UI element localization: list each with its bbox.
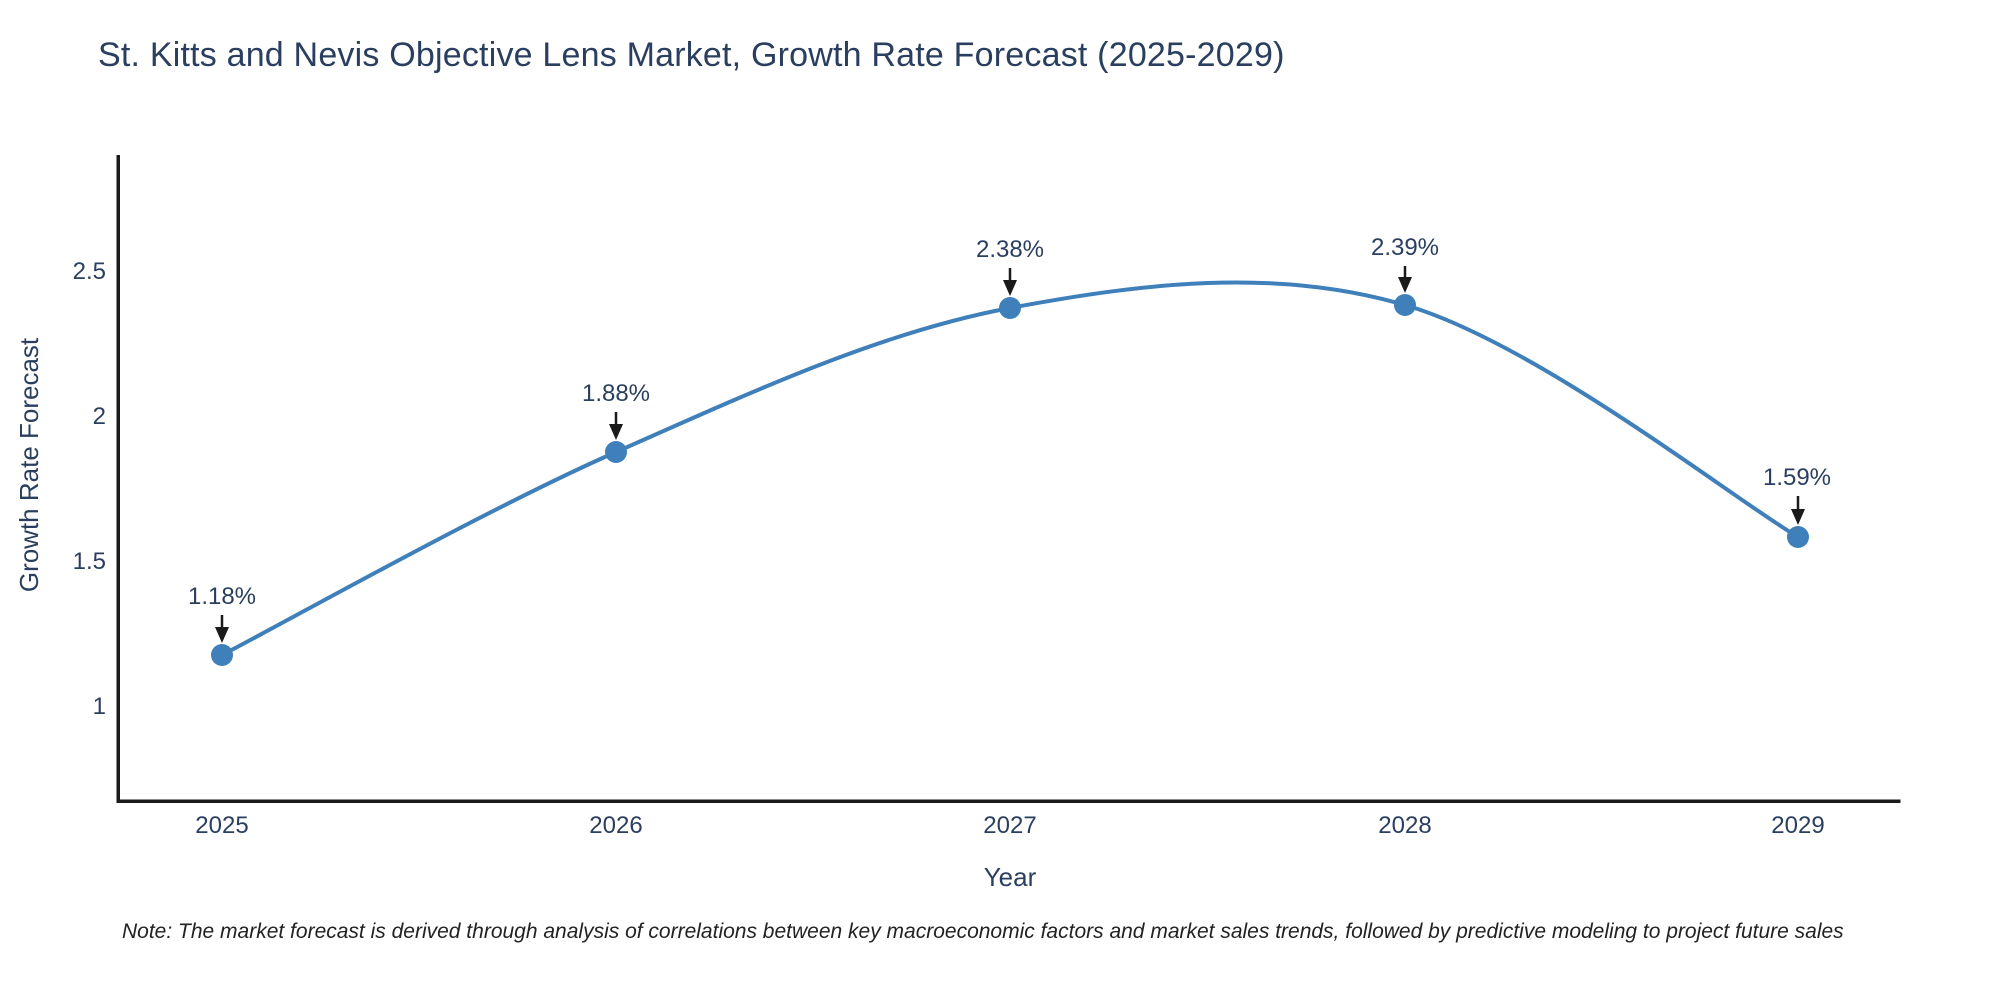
y-tick-label-2-5: 2.5 xyxy=(72,258,106,285)
annotation-arrow-2028 xyxy=(1398,266,1412,293)
annotation-arrow-2027 xyxy=(1003,268,1017,296)
x-tick-label-2029: 2029 xyxy=(1771,812,1825,839)
x-axis-line xyxy=(116,799,1901,803)
y-tick-label-1-5: 1.5 xyxy=(72,548,106,575)
annotation-label-2029: 1.59% xyxy=(1762,464,1832,491)
y-axis-title: Growth Rate Forecast xyxy=(14,337,44,593)
annotation-arrow-2029 xyxy=(1791,496,1805,525)
chart-title: St. Kitts and Nevis Objective Lens Marke… xyxy=(98,36,1285,74)
annotation-arrow-2025 xyxy=(215,615,229,643)
x-axis-title: Year xyxy=(983,862,1037,892)
trend-line xyxy=(220,280,1800,657)
data-point-marker-2028 xyxy=(1394,294,1416,316)
y-axis-line xyxy=(116,155,120,803)
chart-footnote: Note: The market forecast is derived thr… xyxy=(122,920,1844,943)
data-point-marker-2027 xyxy=(999,297,1021,319)
x-tick-label-2028: 2028 xyxy=(1378,812,1432,839)
annotation-arrow-2026 xyxy=(609,412,623,440)
x-tick-label-2025: 2025 xyxy=(195,812,249,839)
y-tick-label-2: 2 xyxy=(92,403,106,430)
data-point-marker-2029 xyxy=(1787,526,1809,548)
data-point-marker-2026 xyxy=(605,441,627,463)
x-tick-label-2027: 2027 xyxy=(983,812,1037,839)
y-tick-label-1: 1 xyxy=(92,693,106,720)
annotation-label-2026: 1.88% xyxy=(581,380,651,407)
annotation-label-2025: 1.18% xyxy=(187,583,257,610)
x-tick-label-2026: 2026 xyxy=(589,812,643,839)
data-point-marker-2025 xyxy=(211,644,233,666)
annotation-label-2027: 2.38% xyxy=(975,236,1045,263)
annotation-label-2028: 2.39% xyxy=(1370,234,1440,261)
